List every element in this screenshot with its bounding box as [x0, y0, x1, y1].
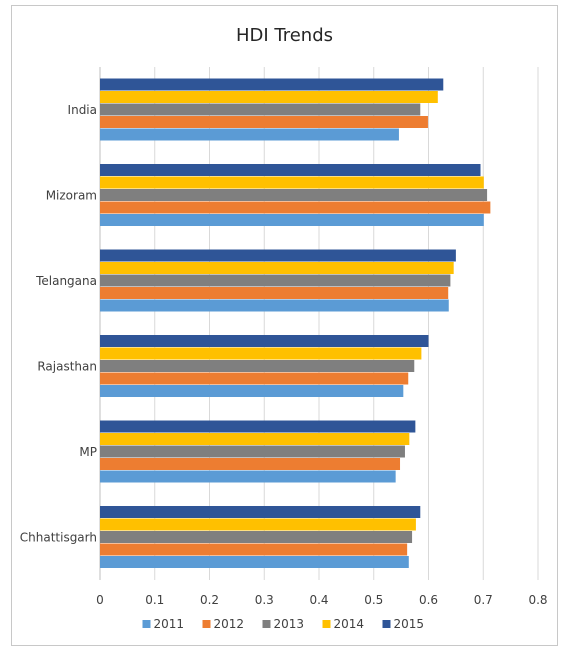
legend: 2011 2012 2013 2014 2015 — [142, 617, 425, 631]
bar-2012-mp — [100, 458, 401, 470]
bar-2013-india — [100, 103, 421, 116]
bar-2014-india — [100, 91, 438, 103]
bar-2015-mp — [100, 420, 416, 433]
category-label: Rajasthan — [37, 359, 97, 373]
bar-2015-rajasthan — [100, 335, 429, 347]
bar-2012-india — [100, 116, 428, 128]
bar-2014-chhattisgarh — [100, 518, 416, 531]
category-label: Telangana — [35, 274, 97, 288]
legend-label: 2015 — [394, 617, 425, 631]
x-tick-label: 0.2 — [200, 593, 219, 607]
bar-2011-rajasthan — [100, 385, 404, 397]
bar-2011-india — [100, 128, 399, 141]
x-tick-label: 0.3 — [255, 593, 274, 607]
bar-2011-telangana — [100, 299, 449, 312]
bar-2012-chhattisgarh — [100, 543, 408, 556]
bar-2013-chhattisgarh — [100, 531, 413, 543]
x-tick-label: 0.8 — [528, 593, 547, 607]
x-tick-label: 0.6 — [419, 593, 438, 607]
bar-2012-telangana — [100, 287, 449, 299]
bar-2011-mizoram — [100, 214, 484, 226]
category-label: Chhattisgarh — [20, 530, 97, 544]
gridlines — [99, 67, 539, 580]
chart-title: HDI Trends — [235, 25, 334, 46]
legend-swatch — [262, 620, 271, 628]
bar-2015-chhattisgarh — [100, 506, 421, 518]
legend-swatch — [202, 620, 211, 628]
bar-2013-rajasthan — [100, 360, 415, 372]
legend-item-2013: 2013 — [262, 617, 305, 631]
bar-2014-mizoram — [100, 176, 484, 189]
bar-2015-india — [100, 78, 444, 91]
bar-2013-telangana — [100, 274, 451, 287]
x-tick-label: 0.4 — [309, 593, 328, 607]
category-label: MP — [79, 445, 97, 459]
x-tick-label: 0.7 — [474, 593, 493, 607]
bar-2013-mp — [100, 445, 405, 458]
category-label: India — [68, 103, 97, 117]
bar-2011-mp — [100, 470, 396, 483]
category-label: Mizoram — [46, 188, 97, 202]
bar-2014-rajasthan — [100, 347, 422, 360]
legend-swatch — [142, 620, 151, 628]
bar-2012-rajasthan — [100, 372, 409, 385]
bar-2011-chhattisgarh — [100, 556, 409, 568]
bar-2015-mizoram — [100, 164, 481, 176]
bar-2012-mizoram — [100, 201, 491, 214]
x-tick-labels: 0 0.1 0.2 0.3 0.4 0.5 0.6 0.7 0.8 — [96, 593, 547, 607]
category-labels: India Mizoram Telangana Rajasthan MP Chhattis… — [20, 103, 97, 545]
legend-label: 2011 — [154, 617, 185, 631]
legend-item-2011: 2011 — [142, 617, 185, 631]
bars — [100, 78, 491, 568]
legend-label: 2012 — [214, 617, 245, 631]
legend-item-2014: 2014 — [322, 617, 365, 631]
legend-swatch — [322, 620, 331, 628]
legend-label: 2014 — [334, 617, 365, 631]
bar-2014-mp — [100, 433, 410, 445]
legend-swatch — [382, 620, 391, 628]
legend-item-2012: 2012 — [202, 617, 245, 631]
legend-label: 2013 — [274, 617, 305, 631]
bar-2014-telangana — [100, 262, 454, 274]
x-tick-label: 0.1 — [145, 593, 164, 607]
legend-item-2015: 2015 — [382, 617, 425, 631]
x-tick-label: 0 — [96, 593, 104, 607]
x-tick-label: 0.5 — [364, 593, 383, 607]
bar-2015-telangana — [100, 249, 456, 262]
bar-2013-mizoram — [100, 189, 488, 201]
